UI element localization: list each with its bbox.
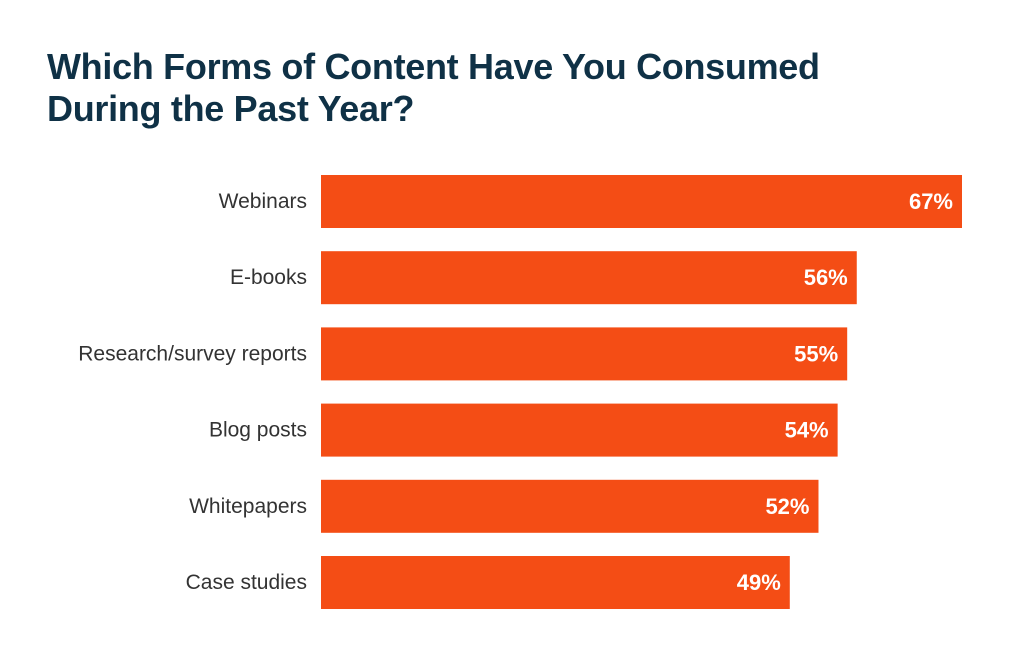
bar-blog-posts (321, 403, 838, 457)
bar-group-webinars: Webinars 67% (219, 175, 962, 228)
bar-whitepapers (321, 479, 819, 533)
value-label-research-survey-reports: 55% (794, 341, 838, 366)
bar-group-case-studies: Case studies 49% (186, 556, 790, 609)
chart-title: Which Forms of Content Have You Consumed… (47, 46, 947, 130)
bar-case-studies (321, 556, 790, 609)
category-label-e-books: E-books (230, 266, 307, 289)
value-label-e-books: 56% (804, 265, 848, 290)
value-label-whitepapers: 52% (765, 494, 809, 519)
value-label-blog-posts: 54% (785, 418, 829, 443)
chart-title-line-2: During the Past Year? (47, 88, 415, 129)
bar-group-blog-posts: Blog posts 54% (209, 403, 838, 457)
bar-webinars (321, 175, 962, 228)
value-label-case-studies: 49% (737, 570, 781, 595)
bar-group-e-books: E-books 56% (230, 251, 857, 305)
bar-research-survey-reports (321, 327, 848, 381)
category-label-blog-posts: Blog posts (209, 419, 307, 442)
category-label-whitepapers: Whitepapers (189, 495, 307, 518)
category-label-webinars: Webinars (219, 190, 307, 213)
chart-title-line-1: Which Forms of Content Have You Consumed (47, 46, 820, 87)
bar-e-books (321, 251, 857, 305)
category-label-research-survey-reports: Research/survey reports (78, 342, 307, 365)
bar-group-research-survey-reports: Research/survey reports 55% (78, 327, 848, 381)
category-label-case-studies: Case studies (186, 571, 307, 594)
bar-group-whitepapers: Whitepapers 52% (189, 479, 819, 533)
value-label-webinars: 67% (909, 189, 953, 214)
